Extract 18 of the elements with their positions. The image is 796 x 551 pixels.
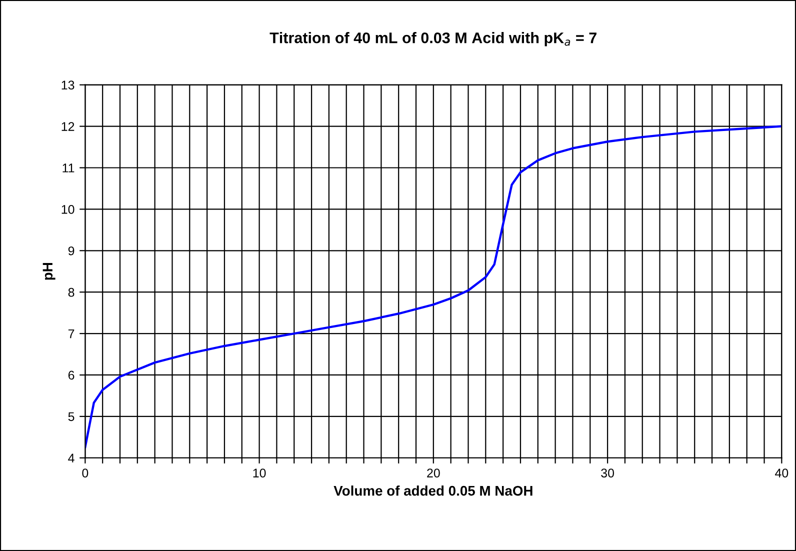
y-axis-title: pH xyxy=(42,263,56,280)
y-tick-label: 11 xyxy=(62,164,74,172)
chart-title: Titration of 40 mL of 0.03 M Acid with pK$_{a}$ = 7 xyxy=(270,32,596,46)
x-tick-label: 30 xyxy=(601,468,614,478)
y-tick-label: 12 xyxy=(62,122,74,131)
y-tick-label: 9 xyxy=(68,246,74,256)
x-tick-label: 10 xyxy=(253,468,266,478)
x-tick-label: 40 xyxy=(775,468,788,478)
x-axis-title: Volume of added 0.05 M NaOH xyxy=(334,486,532,496)
y-tick-label: 13 xyxy=(62,80,74,90)
x-tick-label: 20 xyxy=(427,468,440,478)
y-tick-label: 6 xyxy=(68,370,74,380)
x-tick-label: 0 xyxy=(82,468,88,478)
y-tick-label: 7 xyxy=(68,329,74,338)
y-tick-label: 4 xyxy=(68,454,74,462)
y-tick-label: 5 xyxy=(68,412,74,422)
y-tick-label: 10 xyxy=(62,204,74,214)
y-tick-label: 8 xyxy=(68,288,74,297)
